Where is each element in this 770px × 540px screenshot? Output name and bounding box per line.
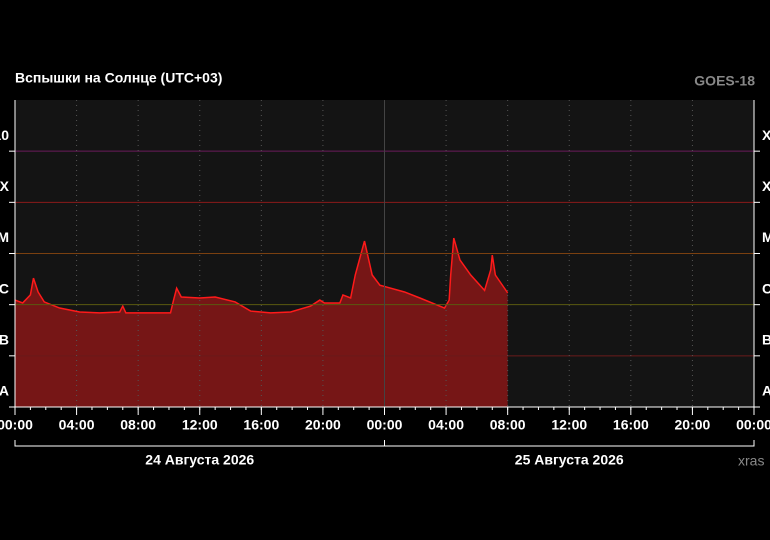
date-bracket xyxy=(384,440,755,447)
x-tick-label: 08:00 xyxy=(490,417,526,433)
y-tick-label: M xyxy=(762,229,770,245)
x-tick-label: 12:00 xyxy=(182,417,218,433)
y-tick-label: X10 xyxy=(0,127,9,143)
x-tick-label: 20:00 xyxy=(675,417,711,433)
y-tick-label: M xyxy=(0,229,9,245)
x-tick-label: 04:00 xyxy=(59,417,95,433)
source: GOES-18 xyxy=(694,73,755,89)
line xyxy=(14,237,509,314)
y-tick-label: A xyxy=(762,383,770,399)
x-tick-label: 20:00 xyxy=(305,417,341,433)
date-label: 24 Августа 2026 xyxy=(145,452,254,468)
x-tick-label: 00:00 xyxy=(367,417,403,433)
y-tick-label: X xyxy=(762,178,770,194)
y-tick-label: X10 xyxy=(762,127,770,143)
x-tick-label: 00:00 xyxy=(0,417,33,433)
chart-title: Вспышки на Солнце (UTC+03) xyxy=(15,70,222,86)
x-tick-label: 08:00 xyxy=(120,417,156,433)
x-tick-label: 16:00 xyxy=(243,417,279,433)
y-tick-label: C xyxy=(0,280,9,296)
date-label: 25 Августа 2026 xyxy=(515,452,624,468)
credit: xras xyxy=(738,453,764,469)
x-tick-label: 16:00 xyxy=(613,417,649,433)
y-tick-label: X xyxy=(0,178,10,194)
x-tick-label: 04:00 xyxy=(428,417,464,433)
x-tick-label: 00:00 xyxy=(736,417,770,433)
y-tick-label: A xyxy=(0,383,9,399)
y-tick-label: B xyxy=(0,332,9,348)
y-tick-label: C xyxy=(762,280,770,296)
x-tick-label: 12:00 xyxy=(551,417,587,433)
y-tick-label: B xyxy=(762,332,770,348)
